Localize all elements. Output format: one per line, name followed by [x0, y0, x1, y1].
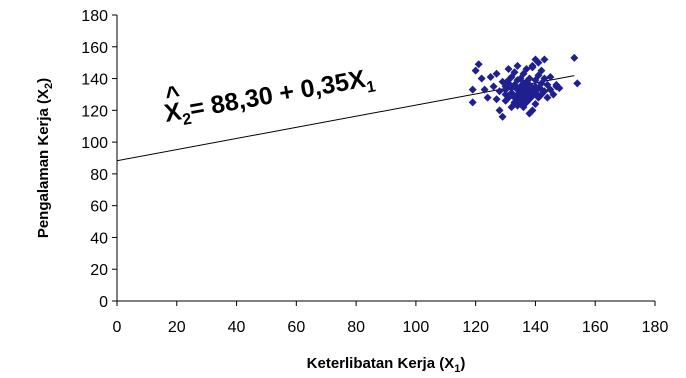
data-point [474, 60, 483, 69]
data-point [495, 106, 504, 115]
x-tick-label: 40 [228, 319, 246, 336]
data-point [531, 99, 540, 108]
data-point [555, 84, 564, 93]
data-point [489, 82, 498, 91]
data-point [570, 53, 579, 62]
x-tick-label: 120 [462, 319, 489, 336]
data-point [573, 79, 582, 88]
data-point [528, 63, 537, 72]
data-point [540, 74, 549, 83]
data-point [468, 98, 477, 107]
data-point [486, 72, 495, 81]
y-tick-label: 80 [90, 167, 108, 184]
data-point [513, 95, 522, 104]
data-point [471, 66, 480, 75]
x-ticks: 0 20 40 60 80 100 120 140 160 180 [113, 301, 669, 336]
x-tick-label: 160 [582, 319, 609, 336]
x-tick-label: 100 [403, 319, 430, 336]
data-point [546, 72, 555, 81]
y-axis-title: Pengalaman Kerja (X2) [35, 78, 55, 238]
x-tick-label: 180 [642, 319, 669, 336]
data-point [513, 61, 522, 70]
data-point [525, 109, 534, 118]
data-point [510, 68, 519, 77]
y-tick-label: 60 [90, 199, 108, 216]
y-tick-label: 160 [81, 40, 108, 57]
data-point [522, 65, 531, 74]
equation-hat: ^ [163, 80, 183, 110]
data-point [492, 69, 501, 78]
data-point [504, 65, 513, 74]
data-point [480, 85, 489, 94]
y-tick-label: 0 [99, 294, 108, 311]
data-point [534, 58, 543, 67]
x-tick-label: 140 [522, 319, 549, 336]
data-point [537, 66, 546, 75]
data-point [468, 85, 477, 94]
data-points [468, 53, 582, 121]
equation-text: X2= 88,30 + 0,35X1 [162, 63, 377, 131]
y-tick-label: 20 [90, 262, 108, 279]
x-tick-label: 20 [168, 319, 186, 336]
y-tick-label: 140 [81, 72, 108, 89]
data-point [522, 77, 531, 86]
data-point [483, 93, 492, 102]
axes [116, 15, 655, 302]
data-point [519, 99, 528, 108]
y-ticks: 0 20 40 60 80 100 120 140 160 180 [81, 8, 117, 311]
x-tick-label: 80 [347, 319, 365, 336]
x-axis-title: Keterlibatan Kerja (X1) [307, 355, 466, 375]
data-point [492, 95, 501, 104]
y-tick-label: 120 [81, 103, 108, 120]
y-tick-label: 40 [90, 230, 108, 247]
x-tick-label: 60 [287, 319, 305, 336]
data-point [504, 76, 513, 85]
data-point [495, 87, 504, 96]
data-point [549, 90, 558, 99]
x-tick-label: 0 [113, 319, 122, 336]
regression-equation: ^ X2= 88,30 + 0,35X1 [162, 63, 377, 131]
data-point [537, 85, 546, 94]
data-point [540, 55, 549, 64]
data-point [498, 112, 507, 121]
y-tick-label: 100 [81, 135, 108, 152]
data-point [477, 74, 486, 83]
data-point [543, 93, 552, 102]
data-point [501, 82, 510, 91]
y-tick-label: 180 [81, 8, 108, 25]
